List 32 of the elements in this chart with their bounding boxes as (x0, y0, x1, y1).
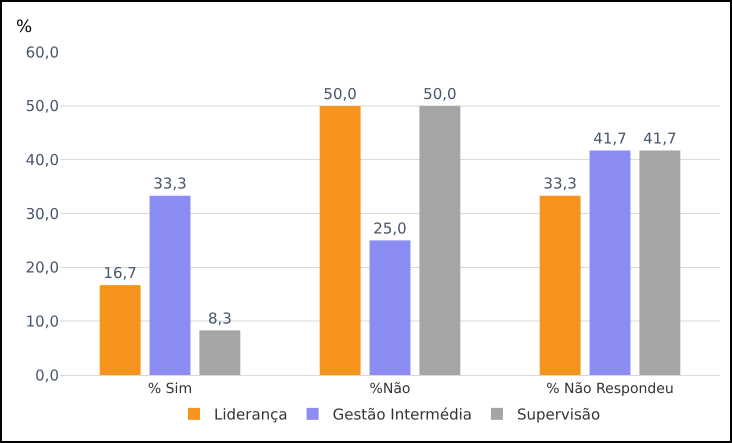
bar (150, 196, 190, 375)
data-label: 25,0 (373, 219, 407, 238)
data-label: 41,7 (643, 130, 677, 148)
bar (199, 330, 240, 375)
y-axis-title: % (16, 17, 32, 37)
y-tick-label: 0,0 (35, 366, 59, 384)
bar (639, 150, 680, 375)
y-tick-label: 20,0 (26, 258, 59, 277)
bar (370, 240, 410, 375)
x-tick-label: %Não (370, 380, 410, 397)
x-tick-label: % Não Respondeu (546, 380, 674, 397)
data-label: 16,7 (103, 264, 137, 282)
data-label: 41,7 (593, 130, 627, 148)
y-tick-label: 30,0 (26, 204, 59, 223)
legend-label: Liderança (214, 406, 288, 424)
bar (540, 196, 581, 375)
data-label: 50,0 (323, 84, 357, 103)
bar (419, 106, 460, 375)
y-tick-label: 10,0 (26, 312, 59, 330)
x-tick-label: % Sim (148, 380, 192, 397)
bar (100, 285, 141, 375)
bar (320, 106, 361, 375)
legend-label: Gestão Intermédia (332, 406, 472, 424)
data-label: 50,0 (423, 84, 457, 103)
y-tick-label: 60,0 (26, 43, 59, 62)
data-label: 33,3 (153, 174, 187, 193)
data-label: 33,3 (543, 174, 577, 193)
data-label: 8,3 (208, 309, 232, 328)
y-tick-label: 50,0 (26, 97, 59, 116)
bar (590, 150, 630, 375)
y-tick-label: 40,0 (26, 150, 59, 169)
legend-label: Supervisão (516, 406, 600, 424)
